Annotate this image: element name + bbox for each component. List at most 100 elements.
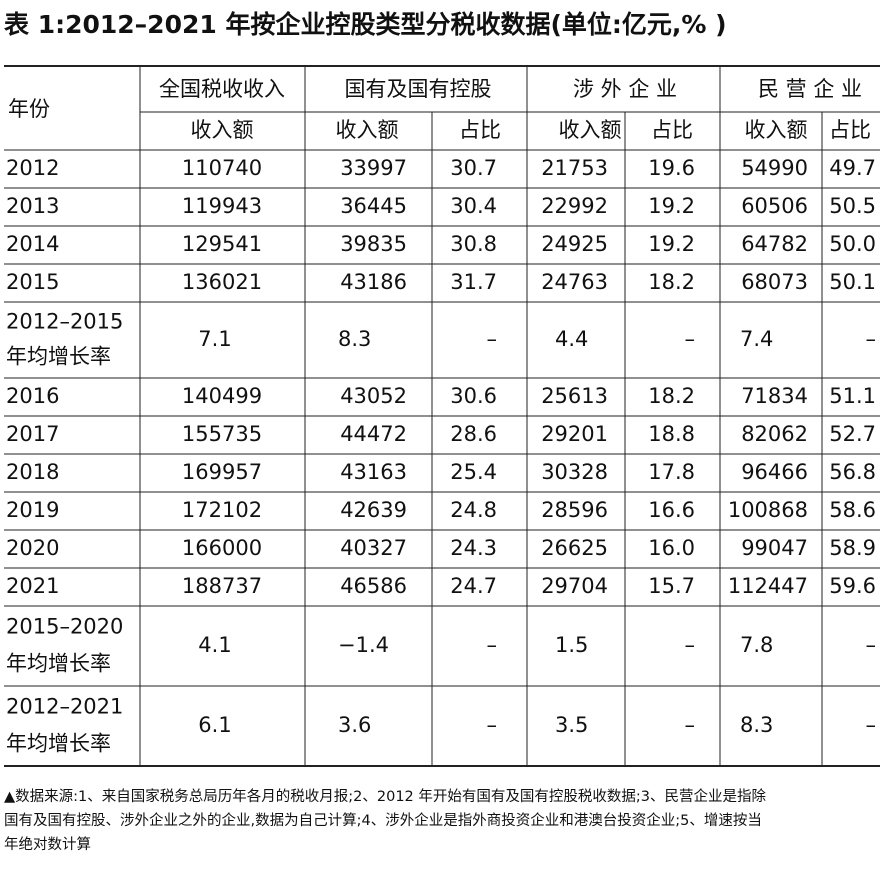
cell-value: 1.5 — [555, 633, 588, 657]
cell-value: 18.8 — [648, 422, 695, 446]
cell-value: 8.3 — [740, 713, 773, 737]
cell-value: 28596 — [541, 498, 608, 522]
row-label: 2013 — [6, 194, 59, 218]
cell-value: 166000 — [182, 536, 262, 560]
row-label: 2015–2020 — [6, 615, 123, 639]
cell-value: 31.7 — [450, 270, 497, 294]
cell-value: 24.3 — [450, 536, 497, 560]
cell-value: 136021 — [182, 270, 262, 294]
row-label: 年均增长率 — [6, 731, 111, 755]
cell-value: 188737 — [182, 574, 262, 598]
cell-value: 54990 — [741, 156, 808, 180]
cell-value: 29201 — [541, 422, 608, 446]
cell-value: 129541 — [182, 232, 262, 256]
sub-header: 收入额 — [745, 118, 808, 142]
footnote: 国有及国有控股、涉外企业之外的企业,数据为自己计算;4、涉外企业是指外商投资企业… — [4, 811, 762, 829]
cell-value: 22992 — [541, 194, 608, 218]
cell-value: 19.2 — [648, 232, 695, 256]
cell-value: −1.4 — [338, 633, 389, 657]
cell-value: 39835 — [340, 232, 407, 256]
cell-value: 172102 — [182, 498, 262, 522]
cell-value: 24763 — [541, 270, 608, 294]
cell-value: 26625 — [541, 536, 608, 560]
cell-value: 50.1 — [829, 270, 876, 294]
row-label: 年均增长率 — [6, 651, 111, 675]
cell-value: 51.1 — [829, 384, 876, 408]
cell-value: – — [866, 633, 877, 657]
cell-value: 30328 — [541, 460, 608, 484]
cell-value: 6.1 — [198, 713, 231, 737]
cell-value: 71834 — [741, 384, 808, 408]
cell-value: 43052 — [340, 384, 407, 408]
sub-header: 占比 — [459, 118, 501, 142]
cell-value: 24.7 — [450, 574, 497, 598]
sub-header: 收入额 — [559, 118, 622, 142]
cell-value: 7.4 — [740, 327, 773, 351]
cell-value: 82062 — [741, 422, 808, 446]
cell-value: 19.2 — [648, 194, 695, 218]
row-label: 年均增长率 — [6, 344, 111, 368]
row-label: 2012–2021 — [6, 695, 123, 719]
row-label: 2014 — [6, 232, 59, 256]
cell-value: 44472 — [340, 422, 407, 446]
cell-value: 140499 — [182, 384, 262, 408]
row-label: 2016 — [6, 384, 59, 408]
cell-value: 4.4 — [555, 327, 588, 351]
cell-value: 18.2 — [648, 270, 695, 294]
cell-value: 43163 — [340, 460, 407, 484]
cell-value: 15.7 — [648, 574, 695, 598]
footnote: 年绝对数计算 — [4, 836, 91, 853]
sub-header: 收入额 — [191, 118, 254, 142]
year-header: 年份 — [8, 97, 50, 121]
cell-value: 58.6 — [829, 498, 876, 522]
cell-value: 169957 — [182, 460, 262, 484]
row-label: 2018 — [6, 460, 59, 484]
sub-header: 收入额 — [336, 118, 399, 142]
cell-value: 24.8 — [450, 498, 497, 522]
cell-value: 28.6 — [450, 422, 497, 446]
cell-value: 42639 — [340, 498, 407, 522]
row-label: 2021 — [6, 574, 59, 598]
cell-value: 4.1 — [198, 633, 231, 657]
cell-value: 16.6 — [648, 498, 695, 522]
table-title: 表 1:2012–2021 年按企业控股类型分税收数据(单位:亿元,% ) — [4, 10, 727, 39]
cell-value: – — [685, 327, 696, 351]
cell-value: – — [685, 713, 696, 737]
cell-value: 155735 — [182, 422, 262, 446]
cell-value: 16.0 — [648, 536, 695, 560]
cell-value: 56.8 — [829, 460, 876, 484]
cell-value: 58.9 — [829, 536, 876, 560]
row-label: 2020 — [6, 536, 59, 560]
row-label: 2017 — [6, 422, 59, 446]
cell-value: 49.7 — [829, 156, 876, 180]
cell-value: – — [487, 713, 498, 737]
cell-value: 119943 — [182, 194, 262, 218]
row-label: 2012 — [6, 156, 59, 180]
row-label: 2019 — [6, 498, 59, 522]
cell-value: 7.1 — [198, 327, 231, 351]
cell-value: 96466 — [741, 460, 808, 484]
cell-value: 8.3 — [338, 327, 371, 351]
cell-value: 3.6 — [338, 713, 371, 737]
cell-value: – — [685, 633, 696, 657]
cell-value: 46586 — [340, 574, 407, 598]
row-label: 2012–2015 — [6, 310, 123, 334]
cell-value: 33997 — [340, 156, 407, 180]
cell-value: – — [866, 713, 877, 737]
cell-value: 30.4 — [450, 194, 497, 218]
cell-value: 21753 — [541, 156, 608, 180]
footnote: ▲数据来源:1、来自国家税务总局历年各月的税收月报;2、2012 年开始有国有及… — [4, 787, 766, 805]
cell-value: 30.7 — [450, 156, 497, 180]
cell-value: 60506 — [741, 194, 808, 218]
cell-value: 24925 — [541, 232, 608, 256]
cell-value: 17.8 — [648, 460, 695, 484]
cell-value: 68073 — [741, 270, 808, 294]
cell-value: 50.5 — [829, 194, 876, 218]
cell-value: 29704 — [541, 574, 608, 598]
group-header: 国有及国有控股 — [345, 77, 492, 101]
cell-value: 25613 — [541, 384, 608, 408]
cell-value: 40327 — [340, 536, 407, 560]
cell-value: 50.0 — [829, 232, 876, 256]
cell-value: 59.6 — [829, 574, 876, 598]
cell-value: – — [487, 327, 498, 351]
